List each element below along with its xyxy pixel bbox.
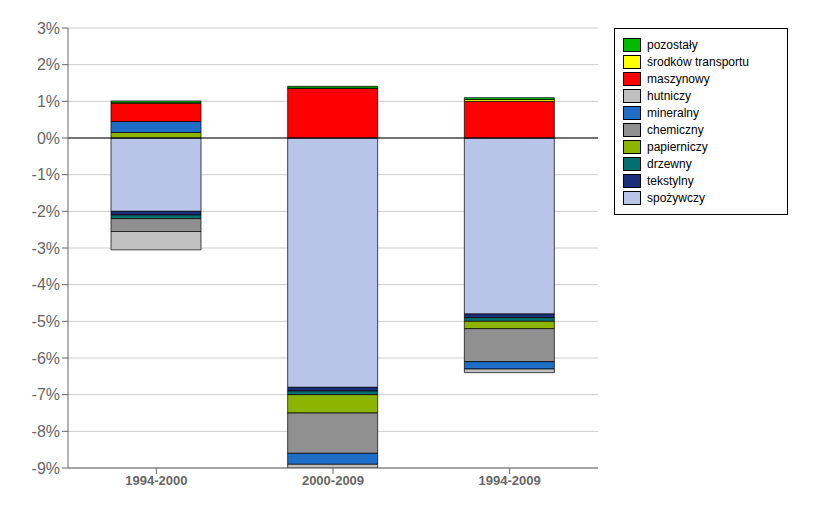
html-text:pozostały: pozostały (647, 38, 698, 52)
svg-text:3%: 3% (37, 20, 60, 37)
html-text:mineralny: mineralny (647, 106, 699, 120)
html-text:maszynowy: maszynowy (647, 72, 710, 86)
svg-text:2000-2009: 2000-2009 (302, 473, 364, 488)
svg-text:0%: 0% (37, 130, 60, 147)
html-text:hutniczy: hutniczy (647, 89, 691, 103)
svg-text:1%: 1% (37, 93, 60, 110)
html-text:tekstylny: tekstylny (647, 174, 694, 188)
svg-text:-2%: -2% (32, 203, 60, 220)
html-text:drzewny: drzewny (647, 157, 692, 171)
svg-text:1994-2009: 1994-2009 (479, 473, 541, 488)
svg-text:-1%: -1% (32, 166, 60, 183)
svg-text:2%: 2% (37, 56, 60, 73)
html-text:środków transportu: środków transportu (647, 55, 749, 69)
svg-text:-3%: -3% (32, 240, 60, 257)
svg-text:-7%: -7% (32, 386, 60, 403)
html-text:spożywczy: spożywczy (647, 191, 705, 205)
html-text:papierniczy: papierniczy (647, 140, 708, 154)
svg-text:-4%: -4% (32, 276, 60, 293)
svg-text:-8%: -8% (32, 423, 60, 440)
svg-text:-6%: -6% (32, 350, 60, 367)
html-text:chemiczny: chemiczny (647, 123, 704, 137)
svg-text:-9%: -9% (32, 460, 60, 477)
svg-text:-5%: -5% (32, 313, 60, 330)
svg-text:1994-2000: 1994-2000 (125, 473, 187, 488)
